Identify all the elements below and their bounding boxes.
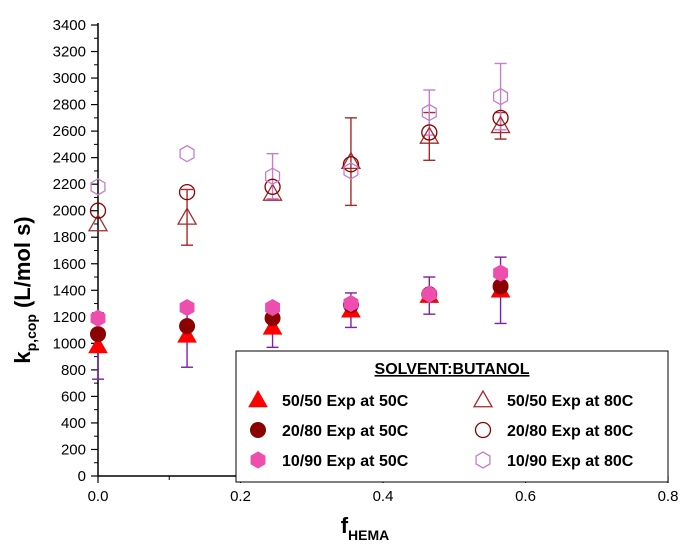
data-point: [176, 207, 198, 225]
data-point: [90, 178, 106, 196]
data-point: [262, 317, 283, 335]
data-point: [179, 298, 195, 317]
y-tick-label: 3200: [53, 44, 86, 61]
x-tick-label: 0.4: [373, 488, 394, 505]
y-tick-label: 600: [61, 388, 86, 405]
x-axis-label: fHEMA: [341, 513, 390, 543]
y-tick-label: 1800: [53, 229, 86, 246]
y-axis-label: kp,cop (L/mol s): [10, 216, 39, 363]
data-point: [264, 178, 281, 195]
y-tick-label: 1600: [53, 256, 86, 273]
legend-label: 20/80 Exp at 50C: [282, 423, 409, 440]
data-point: [343, 162, 359, 180]
data-point: [90, 309, 106, 327]
legend-marker: [472, 389, 494, 408]
x-tick-label: 0.2: [230, 488, 251, 505]
x-tick-label: 0.8: [658, 488, 679, 505]
y-tick-label: 400: [61, 415, 86, 432]
legend-box: [235, 350, 669, 483]
data-point: [490, 115, 511, 134]
data-point: [421, 285, 437, 303]
data-point: [179, 144, 195, 163]
x-axis-label-sub: HEMA: [348, 527, 389, 543]
data-point: [343, 294, 359, 313]
data-point: [177, 325, 197, 343]
legend-marker: [475, 451, 491, 469]
legend-marker: [250, 422, 266, 438]
y-tick-label: 800: [61, 362, 86, 379]
y-tick-label: 2800: [53, 97, 86, 114]
y-tick-label: 2400: [53, 150, 86, 167]
legend-items: 50/50 Exp at 50C 20/80 Exp at 50C 10/90 Ex…: [248, 389, 634, 470]
legend-label: 10/90 Exp at 50C: [282, 453, 409, 470]
legend: SOLVENT:BUTANOL 50/50 Exp at 50C 20/80 Ex…: [235, 350, 669, 483]
data-point: [421, 103, 437, 122]
data-point: [89, 202, 107, 219]
data-point: [178, 183, 196, 201]
data-point: [493, 264, 508, 282]
y-tick-label: 3000: [53, 70, 86, 87]
y-tick-label: 2200: [53, 176, 86, 193]
legend-marker: [474, 421, 492, 439]
data-point: [342, 156, 360, 173]
legend-label: 50/50 Exp at 80C: [507, 393, 634, 410]
y-tick-label: 2000: [53, 203, 86, 220]
legend-label: 20/80 Exp at 80C: [507, 423, 634, 440]
x-tick-label: 0.0: [88, 488, 109, 505]
y-axis-label-main: k: [10, 351, 35, 364]
error-bars: [92, 62, 507, 380]
y-axis-label-unit: (L/mol s): [10, 216, 35, 308]
legend-label: 50/50 Exp at 50C: [282, 393, 409, 410]
y-tick-label: 200: [61, 441, 86, 458]
data-point: [340, 151, 362, 170]
data-point: [264, 167, 281, 185]
data-point: [90, 326, 106, 343]
legend-marker: [248, 389, 268, 408]
data-point: [88, 335, 108, 354]
y-tick-label: 2600: [53, 123, 86, 140]
data-point: [419, 126, 440, 144]
y-tick-label: 1200: [53, 309, 86, 326]
data-point: [492, 109, 509, 127]
data-point: [492, 87, 509, 106]
legend-marker: [250, 451, 266, 469]
y-tick-label: 0: [78, 468, 86, 485]
legend-label: 10/90 Exp at 80C: [507, 453, 634, 470]
data-point: [265, 298, 280, 317]
data-point: [179, 318, 196, 335]
y-axis-label-sub: p,cop: [23, 314, 39, 351]
y-tick-label: 1400: [53, 282, 86, 299]
data-points: [87, 87, 511, 354]
y-tick-label: 3400: [53, 17, 86, 34]
data-point: [87, 213, 109, 232]
data-point: [421, 124, 438, 141]
x-tick-label: 0.6: [515, 488, 536, 505]
legend-title: SOLVENT:BUTANOL: [375, 361, 530, 378]
y-tick-label: 1000: [53, 335, 86, 352]
x-axis-label-main: f: [341, 513, 349, 538]
